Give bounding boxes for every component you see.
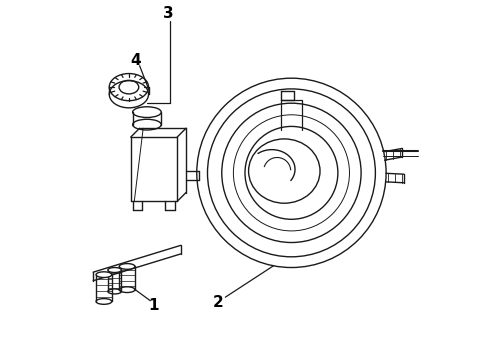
- Ellipse shape: [108, 267, 122, 273]
- Text: 1: 1: [148, 298, 159, 313]
- Text: 2: 2: [213, 295, 223, 310]
- Text: 4: 4: [131, 53, 141, 68]
- Ellipse shape: [96, 272, 112, 278]
- Ellipse shape: [119, 264, 135, 269]
- Text: 3: 3: [163, 6, 173, 21]
